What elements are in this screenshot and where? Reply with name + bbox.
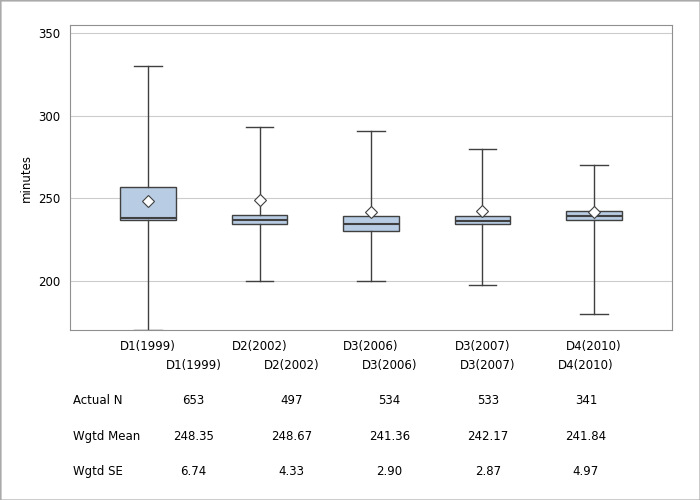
Text: Wgtd SE: Wgtd SE bbox=[73, 465, 123, 478]
Text: 6.74: 6.74 bbox=[181, 465, 206, 478]
PathPatch shape bbox=[232, 214, 288, 224]
Text: D1(1999): D1(1999) bbox=[165, 359, 221, 372]
Text: Wgtd Mean: Wgtd Mean bbox=[73, 430, 140, 442]
PathPatch shape bbox=[120, 186, 176, 220]
Text: 533: 533 bbox=[477, 394, 499, 407]
Text: 248.67: 248.67 bbox=[271, 430, 312, 442]
Y-axis label: minutes: minutes bbox=[20, 154, 32, 202]
Text: 653: 653 bbox=[182, 394, 204, 407]
Text: D3(2007): D3(2007) bbox=[460, 359, 515, 372]
Text: D2(2002): D2(2002) bbox=[264, 359, 319, 372]
Text: 242.17: 242.17 bbox=[467, 430, 508, 442]
Text: 2.87: 2.87 bbox=[475, 465, 501, 478]
Text: 497: 497 bbox=[280, 394, 303, 407]
PathPatch shape bbox=[343, 216, 399, 231]
Text: 2.90: 2.90 bbox=[377, 465, 402, 478]
Text: 241.84: 241.84 bbox=[566, 430, 606, 442]
Text: 4.97: 4.97 bbox=[573, 465, 599, 478]
Text: 534: 534 bbox=[379, 394, 401, 407]
PathPatch shape bbox=[566, 212, 622, 220]
Text: 248.35: 248.35 bbox=[173, 430, 214, 442]
Text: D4(2010): D4(2010) bbox=[558, 359, 614, 372]
Text: 241.36: 241.36 bbox=[369, 430, 410, 442]
Text: D3(2006): D3(2006) bbox=[362, 359, 417, 372]
Text: Actual N: Actual N bbox=[73, 394, 122, 407]
Text: 4.33: 4.33 bbox=[279, 465, 304, 478]
Text: 341: 341 bbox=[575, 394, 597, 407]
PathPatch shape bbox=[454, 216, 510, 224]
